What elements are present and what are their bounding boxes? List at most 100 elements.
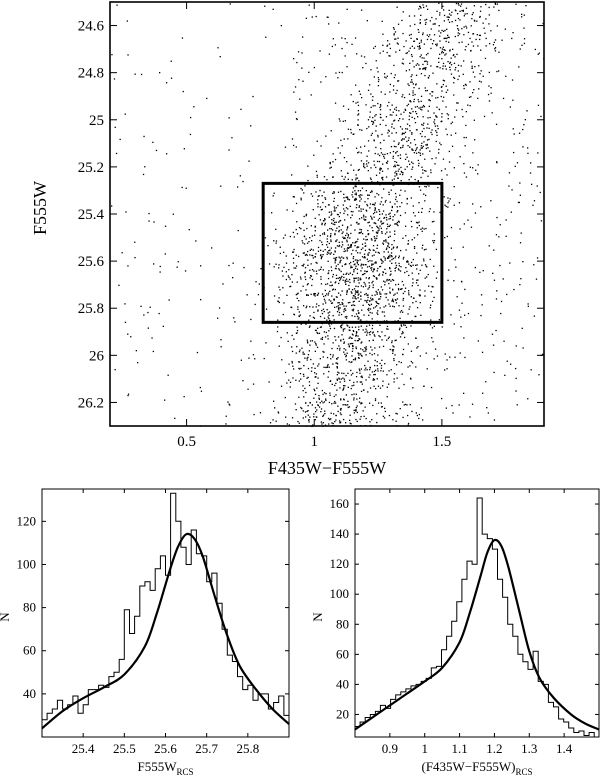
scatter-point — [318, 397, 320, 399]
scatter-point — [331, 219, 333, 221]
scatter-point — [450, 247, 452, 249]
scatter-point — [410, 54, 413, 56]
scatter-point — [414, 178, 416, 181]
scatter-point — [419, 108, 422, 110]
scatter-point — [335, 265, 337, 267]
scatter-point — [332, 354, 334, 356]
scatter-point — [151, 337, 153, 339]
scatter-point — [343, 387, 345, 389]
scatter-point — [431, 95, 433, 97]
scatter-point — [420, 41, 422, 43]
scatter-point — [355, 207, 358, 209]
scatter-point — [414, 106, 417, 108]
magnitude-y-tick-label: 60 — [23, 643, 36, 658]
scatter-point — [289, 286, 291, 288]
scatter-point — [379, 123, 381, 126]
scatter-point — [485, 18, 487, 20]
scatter-point — [336, 389, 338, 391]
scatter-point — [406, 203, 408, 205]
scatter-point — [505, 75, 507, 77]
scatter-point — [350, 246, 352, 248]
scatter-point — [281, 359, 283, 361]
scatter-point — [350, 128, 352, 131]
scatter-point — [288, 276, 290, 278]
scatter-point — [385, 272, 387, 275]
scatter-point — [436, 125, 439, 127]
scatter-point — [368, 126, 370, 128]
scatter-point — [285, 278, 287, 281]
scatter-point — [386, 45, 388, 47]
scatter-point — [324, 413, 326, 415]
scatter-point — [350, 387, 352, 390]
scatter-point — [396, 174, 398, 176]
scatter-point — [347, 302, 350, 304]
scatter-point — [344, 120, 346, 122]
scatter-point — [425, 352, 427, 354]
scatter-point — [337, 410, 339, 413]
scatter-point — [334, 260, 336, 262]
scatter-point — [352, 345, 354, 347]
cmd-panel: 0.5 1 1.524.624.82525.225.425.625.82626.2 … — [30, 1, 545, 478]
scatter-point — [338, 229, 340, 232]
scatter-point — [416, 264, 418, 266]
scatter-point — [374, 364, 376, 367]
scatter-point — [430, 38, 432, 41]
scatter-point — [512, 32, 514, 34]
scatter-point — [448, 269, 450, 271]
scatter-point — [340, 246, 343, 248]
scatter-point — [314, 350, 316, 352]
scatter-point — [351, 385, 353, 387]
scatter-point — [382, 274, 384, 276]
scatter-point — [439, 35, 441, 37]
scatter-point — [441, 50, 443, 53]
scatter-point — [471, 65, 473, 67]
scatter-point — [307, 414, 309, 416]
scatter-point — [376, 293, 378, 295]
color-plot-frame — [354, 488, 600, 738]
scatter-point — [365, 271, 368, 273]
scatter-point — [356, 247, 358, 249]
scatter-point — [337, 302, 339, 304]
scatter-point — [410, 296, 412, 298]
scatter-point — [475, 169, 477, 171]
scatter-point — [350, 94, 352, 96]
scatter-point — [495, 298, 498, 300]
scatter-point — [153, 263, 155, 265]
scatter-point — [341, 302, 343, 304]
scatter-point — [382, 119, 384, 121]
scatter-point — [384, 268, 386, 270]
scatter-point — [396, 206, 398, 208]
scatter-point — [422, 145, 424, 147]
scatter-point — [421, 147, 424, 149]
scatter-point — [296, 297, 298, 299]
scatter-point — [307, 283, 309, 285]
scatter-point — [384, 93, 386, 95]
scatter-point — [413, 152, 415, 154]
scatter-point — [494, 3, 497, 5]
scatter-point — [327, 364, 329, 366]
scatter-point — [473, 89, 475, 91]
scatter-point — [346, 293, 348, 295]
scatter-point — [405, 235, 407, 237]
scatter-point — [321, 293, 324, 295]
scatter-point — [342, 273, 345, 275]
scatter-point — [379, 113, 382, 116]
scatter-point — [365, 285, 367, 287]
scatter-point — [354, 296, 356, 298]
scatter-point — [438, 30, 440, 32]
scatter-point — [298, 255, 300, 258]
scatter-point — [390, 369, 392, 371]
scatter-point — [385, 77, 387, 79]
scatter-point — [536, 257, 539, 259]
scatter-point — [293, 91, 295, 93]
scatter-point — [393, 120, 395, 122]
scatter-point — [311, 269, 314, 271]
scatter-point — [371, 263, 373, 265]
scatter-point — [124, 303, 126, 305]
scatter-point — [334, 250, 336, 252]
scatter-point — [285, 271, 287, 273]
scatter-point — [476, 34, 478, 36]
scatter-point — [428, 99, 430, 101]
scatter-point — [302, 390, 304, 392]
